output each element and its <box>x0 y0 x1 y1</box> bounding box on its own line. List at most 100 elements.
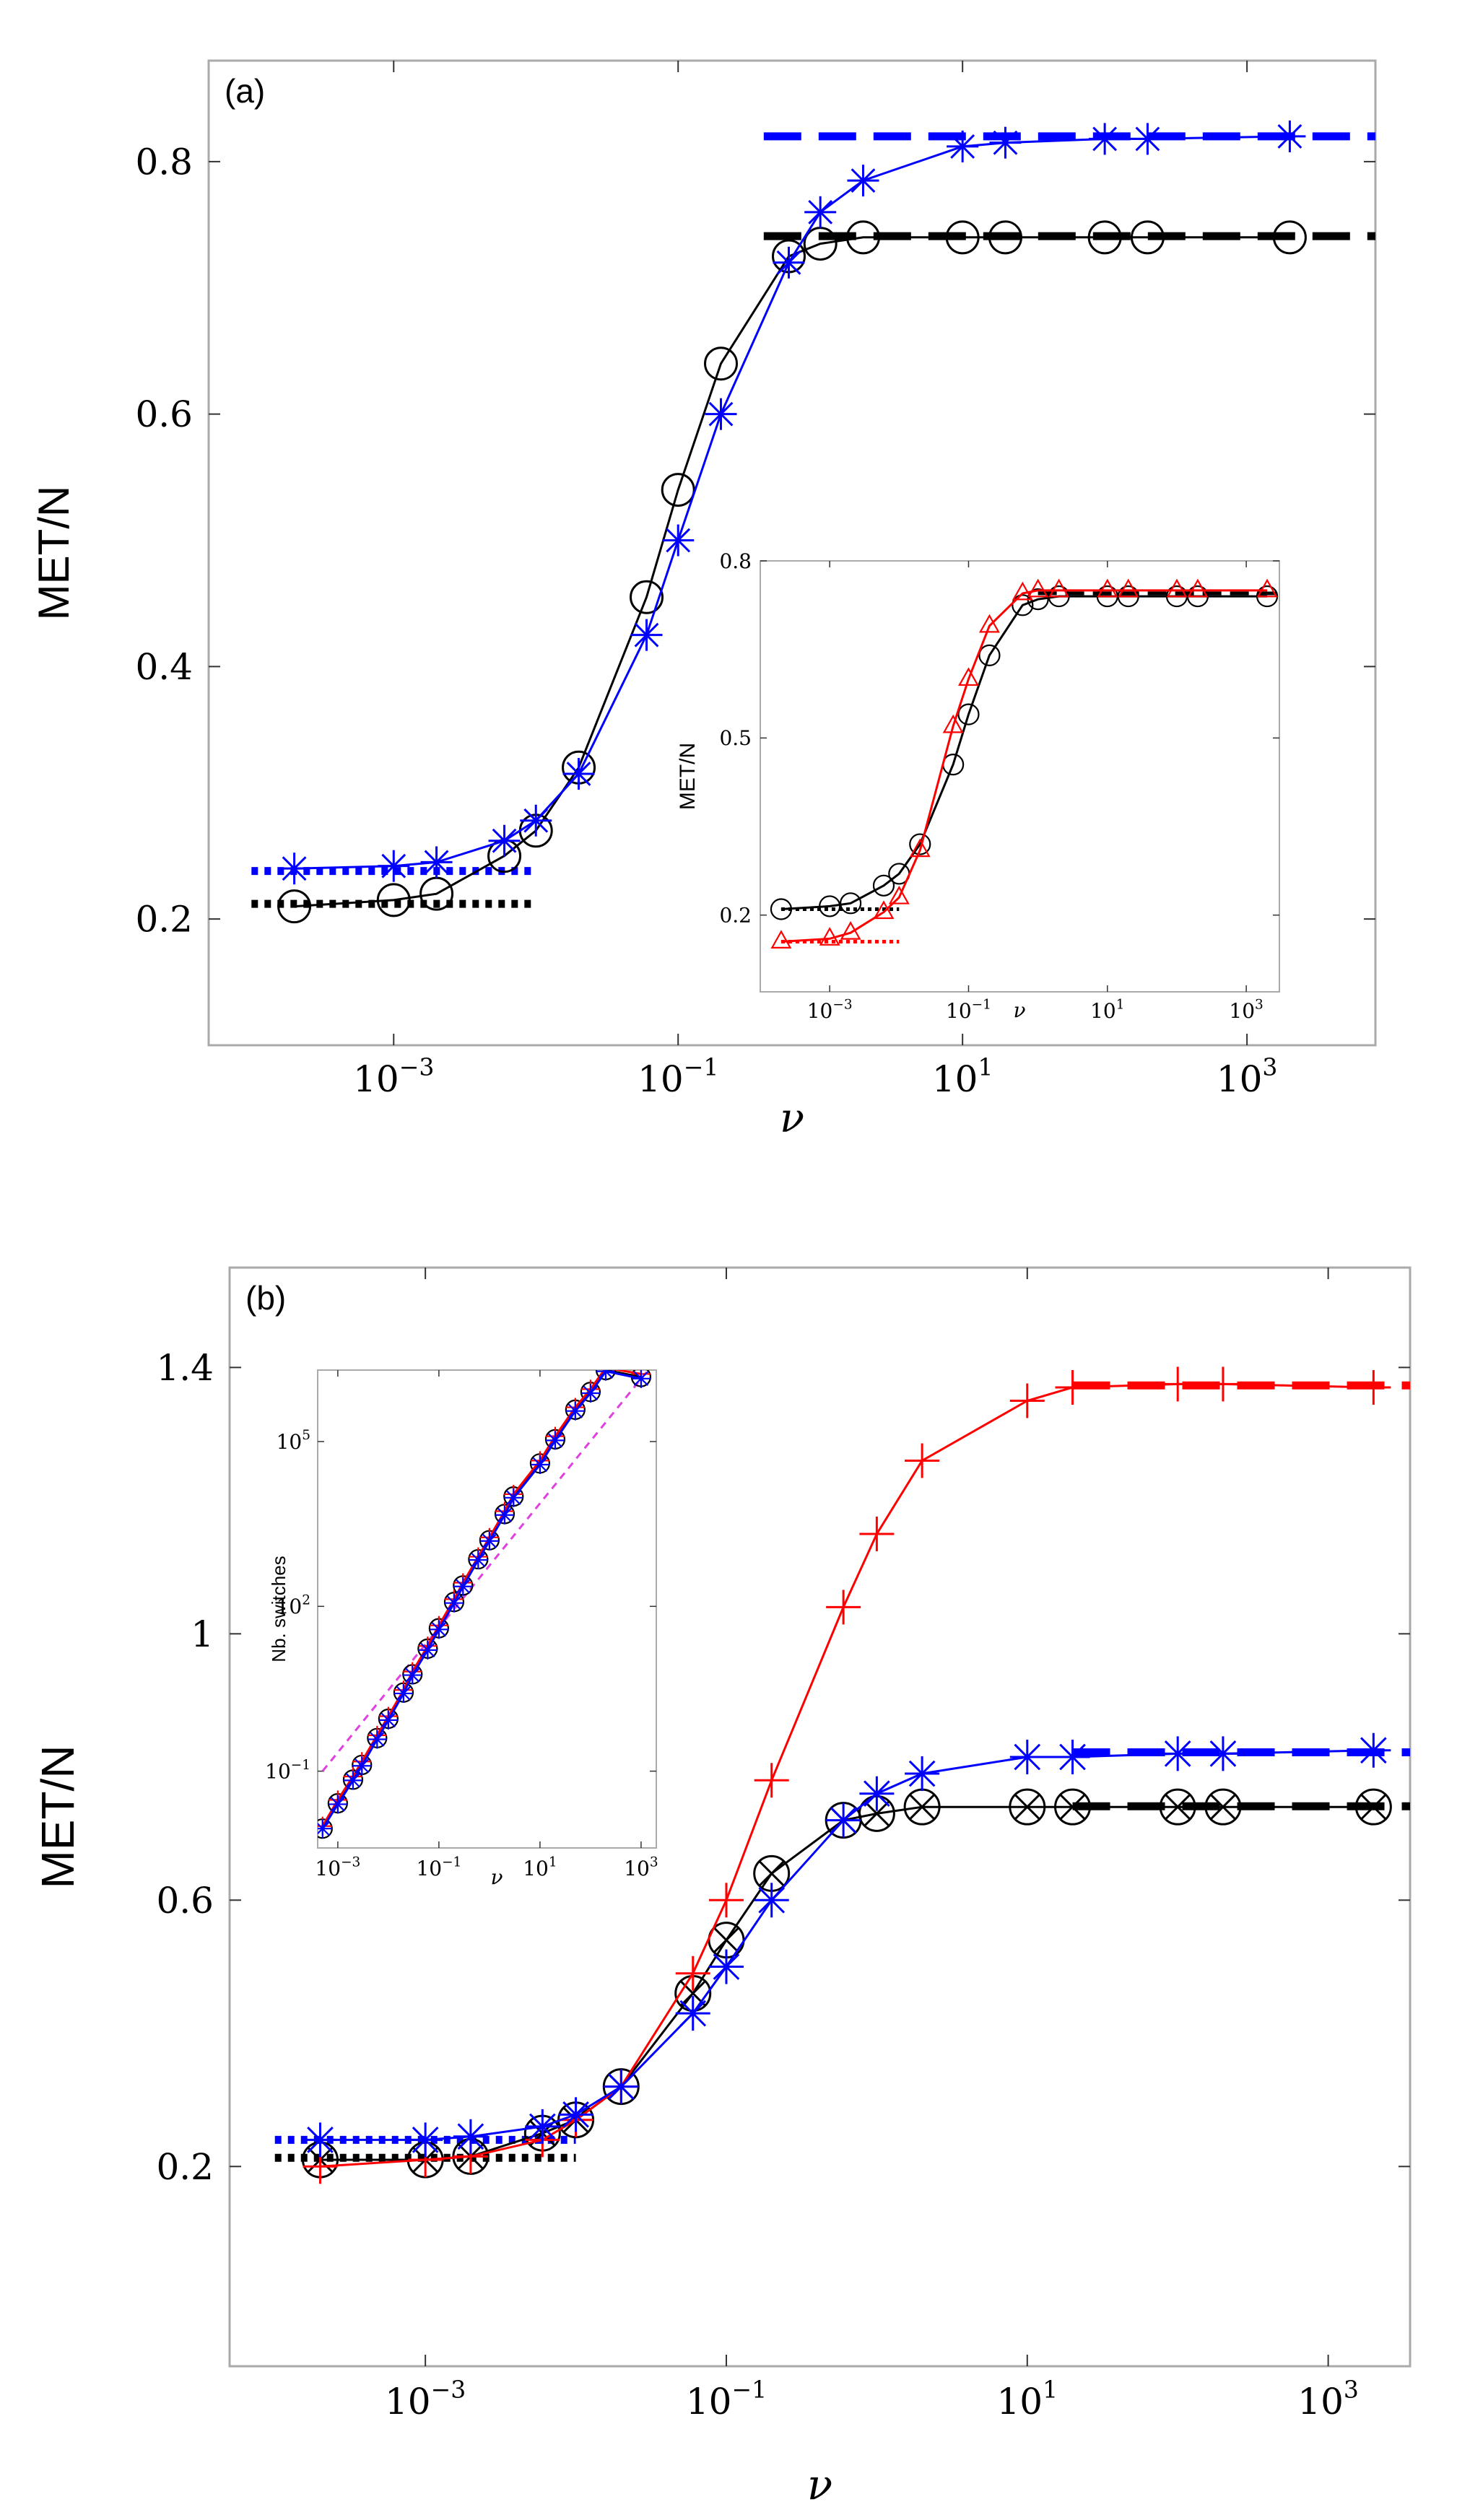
data-point-triangle <box>1012 581 1033 601</box>
panel-b-inset-x-tick-label: 103 <box>624 1854 658 1880</box>
data-point-triangle <box>1048 578 1070 598</box>
panel-b-y-tick-label: 0.6 <box>156 1880 214 1922</box>
data-point-circle <box>988 220 1022 255</box>
data-point-star <box>303 2122 338 2158</box>
marker-star-stroke <box>396 1686 412 1701</box>
marker-star-stroke <box>993 130 1018 155</box>
data-point-circle <box>1272 220 1307 255</box>
marker-star-stroke <box>1059 1743 1086 1771</box>
marker-circle <box>1117 585 1139 608</box>
panel-b-y-tick-label: 1.4 <box>156 1347 214 1389</box>
marker-star-stroke <box>567 1403 583 1418</box>
data-point-star <box>630 619 663 651</box>
marker-triangle <box>888 885 910 904</box>
marker-star-stroke <box>456 1579 471 1594</box>
data-point-triangle <box>840 920 861 940</box>
data-point-triangle <box>909 838 931 858</box>
data-point-star <box>859 1776 895 1811</box>
marker-triangle <box>942 714 964 733</box>
marker-star-stroke <box>950 134 975 159</box>
marker-circle <box>978 644 1001 666</box>
data-point-triangle <box>819 927 840 946</box>
data-point-triangle <box>1166 578 1188 598</box>
data-point-circle <box>819 895 841 917</box>
data-point-plus <box>675 1956 710 1991</box>
data-point-circle <box>1012 594 1034 616</box>
data-point-star <box>705 398 737 430</box>
panel-b-inset-series-markers-blue <box>318 1370 651 1839</box>
panel-a-inset-x-tick-label: 10−1 <box>946 997 991 1023</box>
marker-triangle <box>1118 578 1139 598</box>
data-point-star <box>429 1620 448 1639</box>
marker-star-stroke <box>1209 1740 1237 1767</box>
data-point-triangle <box>1097 578 1118 598</box>
panel-a-inset-y-tick-label: 0.2 <box>719 903 752 927</box>
marker-circle <box>661 473 695 507</box>
data-point-star <box>367 1730 387 1749</box>
data-point-circle <box>1186 585 1209 608</box>
marker-star-stroke <box>679 2000 707 2027</box>
data-point-triangle <box>1256 578 1278 598</box>
marker-circle <box>988 220 1022 255</box>
marker-star-stroke <box>431 1622 447 1637</box>
marker-star-stroke <box>446 1595 462 1610</box>
data-point-star <box>520 804 552 837</box>
data-point-star <box>1205 1736 1240 1771</box>
panel-a-x-tick-label: 10−1 <box>638 1053 718 1101</box>
marker-star-stroke <box>830 1807 857 1834</box>
marker-cross <box>713 1927 739 1953</box>
marker-circle <box>1054 1788 1092 1826</box>
marker-star-stroke <box>380 1712 396 1728</box>
panel-a-inset-x-axis-label: ν <box>1013 998 1025 1022</box>
data-point-circle <box>277 889 312 924</box>
marker-circle <box>1354 1788 1392 1826</box>
data-point-circle <box>1130 220 1165 255</box>
data-point-star <box>453 2119 488 2154</box>
marker-star-stroke <box>420 1642 435 1658</box>
panel-b-x-tick-label: 10−3 <box>385 2376 466 2423</box>
data-point-circle-x <box>1204 1788 1242 1826</box>
data-point-star <box>504 1488 523 1507</box>
data-point-star <box>565 1401 585 1421</box>
data-point-star <box>525 2109 560 2144</box>
data-point-star <box>989 126 1022 159</box>
panel-a-x-tick-label: 103 <box>1217 1053 1278 1101</box>
marker-triangle <box>1256 578 1278 598</box>
panel-a-inset-plot-area <box>770 578 1279 949</box>
data-point-star <box>1356 1732 1391 1768</box>
data-point-star <box>1131 123 1164 155</box>
panel-a-y-tick-label: 0.6 <box>135 393 193 435</box>
marker-star-stroke <box>808 199 833 224</box>
panel-b-inset-plot-area <box>318 1370 652 1839</box>
panel-b-inset-axes: 10−3 10−1 101 103 10−1 102 105 ν Nb. switches <box>265 1369 658 1889</box>
marker-triangle <box>978 614 1000 633</box>
marker-cross <box>864 1800 890 1827</box>
marker-star-stroke <box>566 762 591 786</box>
marker-triangle <box>1012 581 1033 601</box>
marker-star-stroke <box>776 250 801 275</box>
panel-a-inset-y-tick-label: 0.5 <box>719 726 752 750</box>
data-point-star <box>562 758 595 790</box>
data-point-triangle <box>1187 578 1209 598</box>
panel-b-y-tick-label: 1 <box>191 1613 214 1655</box>
marker-circle <box>819 895 841 917</box>
data-point-plus <box>859 1516 895 1551</box>
data-point-star <box>318 1819 332 1839</box>
data-point-plus <box>708 1883 744 1918</box>
marker-star-stroke <box>497 1507 513 1522</box>
data-point-star <box>420 846 453 878</box>
data-point-star <box>804 196 837 228</box>
panel-b-y-axis-label: MET/N <box>32 1745 84 1888</box>
marker-circle <box>277 889 312 924</box>
marker-triangle <box>770 930 792 949</box>
data-point-triangle <box>957 667 979 686</box>
marker-star-stroke <box>713 1953 740 1980</box>
marker-triangle <box>1166 578 1188 598</box>
marker-star-stroke <box>634 622 659 648</box>
marker-circle <box>909 833 931 855</box>
data-point-circle <box>840 892 862 915</box>
marker-star-stroke <box>1135 126 1160 152</box>
data-point-star <box>343 1771 362 1790</box>
marker-circle <box>840 892 862 915</box>
marker-triangle <box>957 667 979 686</box>
